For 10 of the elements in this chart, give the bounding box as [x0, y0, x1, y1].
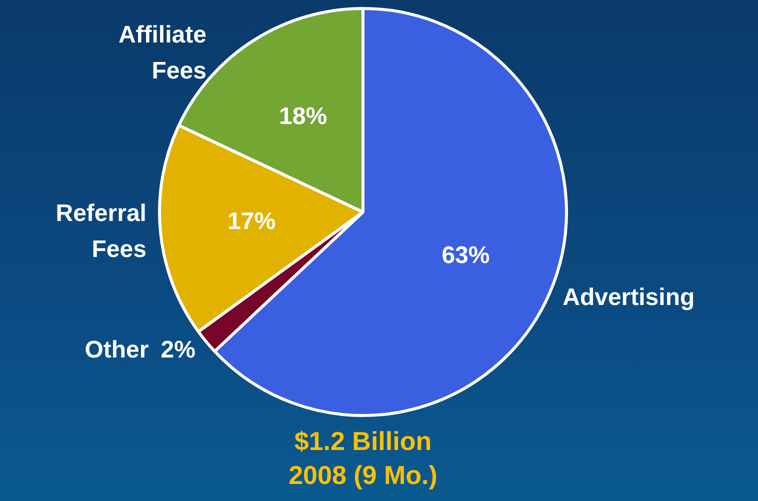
- text: $1.2 Billion: [293, 425, 433, 458]
- data-label: 17%: [228, 208, 276, 236]
- text: 2008 (9 Mo.): [288, 459, 438, 492]
- slice-label: Advertising: [562, 284, 695, 312]
- data-label: 63%: [442, 242, 490, 270]
- data-label: 2%: [160, 336, 196, 364]
- data-label: 18%: [279, 103, 328, 130]
- slice-label: Affiliate Fees: [118, 22, 206, 85]
- slice-label: Other: [84, 336, 149, 364]
- slice-label: Referral Fees: [56, 200, 146, 264]
